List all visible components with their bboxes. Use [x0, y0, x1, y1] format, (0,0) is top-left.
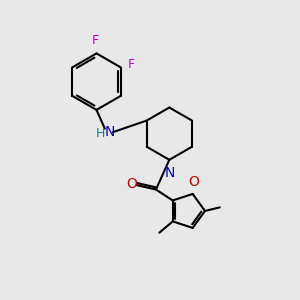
Text: H: H: [95, 127, 105, 140]
Text: O: O: [189, 175, 200, 189]
Text: F: F: [92, 34, 99, 47]
Text: N: N: [164, 166, 175, 180]
Text: N: N: [105, 125, 115, 139]
Text: O: O: [126, 178, 137, 191]
Text: F: F: [128, 58, 135, 71]
